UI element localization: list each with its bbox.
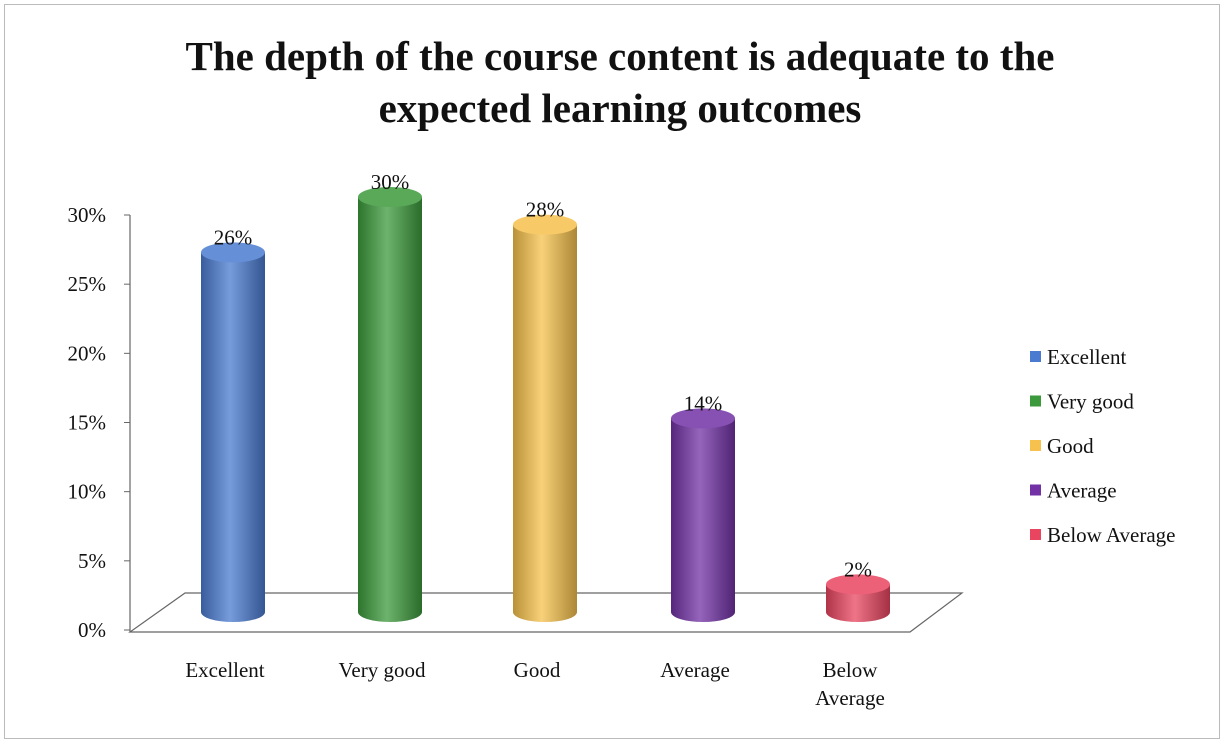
x-tick-label: Below Average	[815, 658, 885, 710]
y-tick-label: 25%	[68, 272, 107, 296]
y-tick-label: 0%	[78, 618, 106, 642]
x-tick-label: Excellent	[185, 658, 265, 682]
y-tick-label: 15%	[68, 411, 107, 435]
bar-top	[201, 242, 265, 263]
data-label: 28%	[526, 198, 565, 222]
legend-swatch	[1030, 440, 1041, 451]
bar	[513, 224, 577, 622]
data-label: 26%	[214, 225, 253, 249]
x-tick-label: Average	[660, 658, 730, 682]
bar-top	[671, 408, 735, 429]
data-label: 30%	[371, 170, 410, 194]
y-tick-label: 30%	[68, 203, 107, 227]
bar	[671, 418, 735, 622]
chart-title: The depth of the course content is adequ…	[185, 33, 1055, 131]
x-tick-label: Good	[513, 658, 561, 682]
data-label: 2%	[844, 557, 872, 581]
legend-label: Below Average	[1047, 523, 1175, 547]
y-tick-label: 10%	[68, 480, 107, 504]
bar	[358, 197, 422, 622]
legend-swatch	[1030, 351, 1041, 362]
bar-top	[513, 214, 577, 235]
frame	[4, 4, 1220, 739]
legend-label: Excellent	[1047, 345, 1126, 369]
legend-swatch	[1030, 484, 1041, 496]
legend-swatch	[1030, 395, 1041, 407]
legend-swatch	[1030, 529, 1041, 540]
bar	[201, 252, 265, 623]
x-tick-label: Very good	[338, 658, 426, 682]
legend-label: Very good	[1047, 390, 1134, 414]
bar-top	[358, 187, 422, 207]
bar	[826, 584, 890, 622]
y-tick-label: 5%	[78, 549, 106, 573]
floor	[128, 592, 964, 633]
y-tick-label: 20%	[68, 341, 107, 365]
bar-top	[826, 574, 890, 595]
legend-label: Good	[1047, 434, 1094, 458]
legend-label: Average	[1047, 479, 1117, 503]
data-label: 14%	[684, 391, 723, 415]
